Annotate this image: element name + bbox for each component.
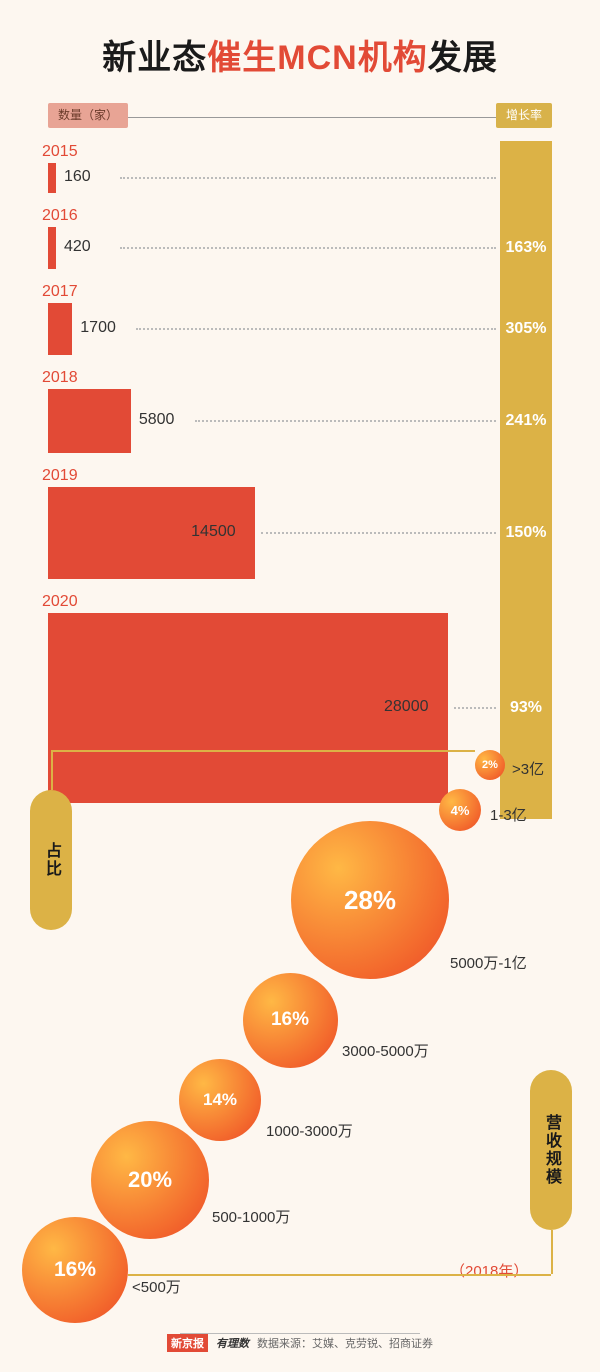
revenue-bubble: 28%	[291, 821, 449, 979]
bar-year: 2019	[42, 467, 78, 485]
bar-year: 2020	[42, 593, 78, 611]
footer-content: 新京报 有理数 数据来源：艾媒、克劳锐、招商证券	[159, 1334, 441, 1352]
footer-source: 数据来源：艾媒、克劳锐、招商证券	[257, 1335, 433, 1351]
revenue-bubble-label: 500-1000万	[212, 1206, 290, 1227]
bar-row: 2016420163%	[48, 227, 552, 269]
connector	[551, 1230, 553, 1274]
bar-row: 20185800241%	[48, 389, 552, 453]
bar-row: 20171700305%	[48, 303, 552, 355]
title-part-1: 新业态	[102, 39, 207, 77]
bar-year: 2017	[42, 283, 78, 301]
legend-growth: 增长率	[496, 103, 552, 128]
revenue-bubble-label: 5000万-1亿	[450, 952, 527, 973]
title-part-3: 发展	[428, 39, 498, 77]
legend-quantity: 数量（家）	[48, 103, 128, 128]
bar-connector	[120, 177, 496, 179]
growth-value: 241%	[500, 412, 552, 430]
bar	[48, 303, 72, 355]
growth-value: 150%	[500, 524, 552, 542]
bar	[48, 389, 131, 453]
revenue-bubble-label: 3000-5000万	[342, 1040, 429, 1061]
bar-connector	[195, 420, 496, 422]
revenue-scale-pill-label: 营收规模	[539, 1114, 563, 1186]
bar-row: 201914500150%	[48, 487, 552, 579]
bar-connector	[261, 532, 496, 534]
year-note: （2018年）	[450, 1260, 528, 1281]
connector	[128, 1274, 551, 1276]
legend-row: 数量（家） 增长率	[48, 103, 552, 131]
bar-year: 2016	[42, 207, 78, 225]
bar	[48, 227, 56, 269]
footer-brand: 新京报	[167, 1334, 208, 1352]
title-part-2: 催生MCN机构	[207, 39, 427, 77]
revenue-bubble: 16%	[22, 1217, 128, 1323]
bar-year: 2018	[42, 369, 78, 387]
revenue-bubble: 20%	[91, 1121, 209, 1239]
bar-connector	[454, 707, 496, 709]
revenue-bubble-label: 1-3亿	[490, 804, 527, 825]
growth-value: 305%	[500, 320, 552, 338]
proportion-pill: 占比	[30, 790, 72, 930]
footer-sub: 有理数	[216, 1335, 249, 1351]
growth-value: 93%	[500, 699, 552, 717]
revenue-bubble-label: <500万	[132, 1276, 181, 1297]
revenue-bubble-chart: 占比 营收规模 （2018年） 2% >3亿 4% 1-3亿 28%5000万-1亿 16…	[0, 720, 600, 1300]
proportion-pill-label: 占比	[39, 842, 63, 878]
bar-connector	[136, 328, 496, 330]
footer: 新京报 有理数 数据来源：艾媒、克劳锐、招商证券	[0, 1333, 600, 1352]
mcn-count-barchart: 20151602016420163%20171700305%2018580024…	[48, 141, 552, 819]
growth-value: 163%	[500, 239, 552, 257]
bar-row: 2015160	[48, 163, 552, 193]
revenue-bubble: 16%	[243, 973, 338, 1068]
revenue-bubble: 14%	[179, 1059, 261, 1141]
bar-value: 28000	[384, 698, 429, 716]
connector	[51, 750, 475, 752]
bar-value: 5800	[139, 411, 175, 429]
bar-value: 160	[64, 168, 91, 186]
revenue-bubble: 4%	[439, 789, 481, 831]
revenue-bubble-label: >3亿	[512, 758, 544, 779]
connector	[51, 750, 53, 790]
bar-value: 14500	[191, 523, 236, 541]
revenue-bubble: 2%	[475, 750, 505, 780]
bar-value: 1700	[80, 319, 116, 337]
bar	[48, 163, 56, 193]
page-title: 新业态催生MCN机构发展	[0, 0, 600, 79]
bar-value: 420	[64, 238, 91, 256]
revenue-scale-pill: 营收规模	[530, 1070, 572, 1230]
revenue-bubble-label: 1000-3000万	[266, 1120, 353, 1141]
bar-year: 2015	[42, 143, 78, 161]
bar-connector	[120, 247, 496, 249]
